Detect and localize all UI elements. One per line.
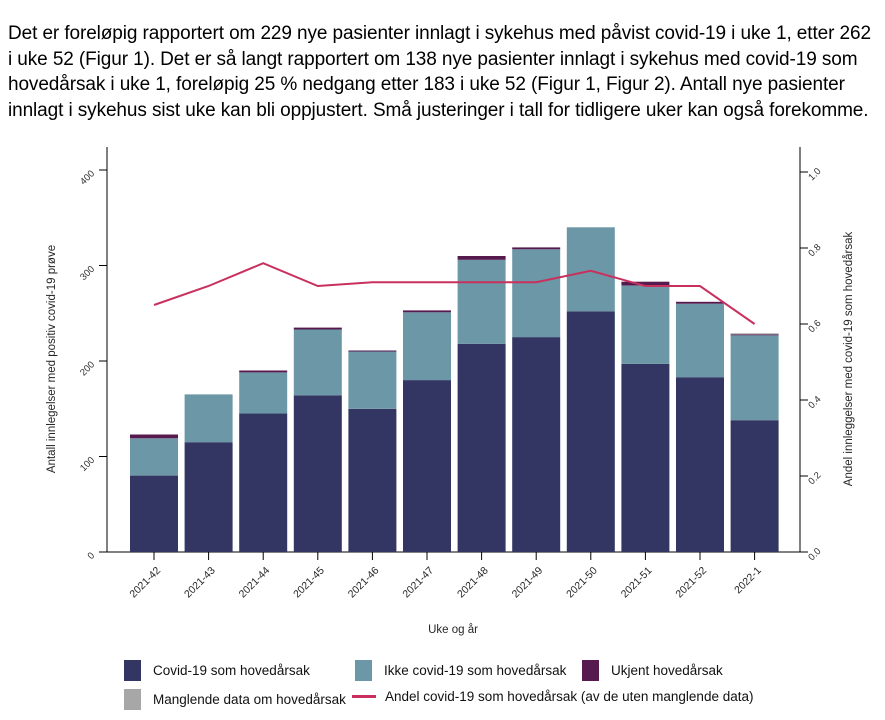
y-right-tick-label: 0.4	[806, 394, 823, 411]
bar-2021-47-ikke-covid-hovedarsak	[403, 312, 451, 381]
bar-2021-46-covid-hovedarsak	[348, 408, 397, 553]
bar-2021-43-covid-hovedarsak	[184, 442, 233, 552]
legend-swatch-ikke-covid-hovedarsak	[355, 660, 372, 681]
bar-2021-42-ikke-covid-hovedarsak	[130, 438, 178, 476]
bar-2022-1-ikke-covid-hovedarsak	[730, 335, 779, 421]
y-right-axis-title: Andel innleggelser med covid-19 som hove…	[843, 232, 855, 487]
bar-2022-1-manglende-data	[730, 333, 779, 335]
legend-label-ukjent-hovedarsak: Ukjent hovedårsak	[611, 663, 723, 678]
bar-2021-48-covid-hovedarsak	[457, 343, 506, 552]
ratio-line	[153, 262, 756, 325]
bar-2021-44-ukjent-hovedarsak	[239, 370, 288, 373]
bar-2021-45-ukjent-hovedarsak	[293, 327, 342, 330]
bar-2022-1-covid-hovedarsak	[730, 420, 779, 552]
legend-item-manglende-data: Manglende data om hovedårsak	[124, 689, 346, 710]
legend-swatch-covid-hovedarsak	[124, 660, 141, 681]
bar-2021-42-covid-hovedarsak	[130, 475, 178, 552]
bar-2021-47-ukjent-hovedarsak	[403, 310, 451, 313]
y-right-tick-label: 1.0	[806, 166, 823, 183]
y-left-tick-label: 400	[78, 168, 97, 187]
bar-2021-43-ikke-covid-hovedarsak	[184, 394, 233, 443]
legend-label-ikke-covid-hovedarsak: Ikke covid-19 som hovedårsak	[384, 663, 567, 678]
legend-line-swatch-icon	[352, 695, 376, 698]
bar-2021-52-ukjent-hovedarsak	[676, 301, 724, 304]
bar-2021-46-ikke-covid-hovedarsak	[348, 351, 397, 409]
bar-2021-48-ikke-covid-hovedarsak	[457, 259, 506, 344]
legend-item-covid-hovedarsak: Covid-19 som hovedårsak	[124, 660, 310, 681]
legend-label-manglende-data: Manglende data om hovedårsak	[153, 692, 346, 707]
line-andel-covid-hovedarsak	[153, 262, 756, 325]
x-tick-label-2021-43: 2021-43	[182, 565, 218, 601]
bar-2021-47-covid-hovedarsak	[403, 380, 451, 552]
bar-2021-51-covid-hovedarsak	[621, 363, 670, 552]
bar-2021-45-covid-hovedarsak	[293, 395, 342, 552]
bar-2021-51-ukjent-hovedarsak	[621, 281, 670, 286]
x-tick-label-2021-42: 2021-42	[127, 565, 163, 601]
bar-2021-50-covid-hovedarsak	[566, 311, 615, 552]
bar-2021-44-ikke-covid-hovedarsak	[239, 372, 288, 414]
legend-item-ukjent-hovedarsak: Ukjent hovedårsak	[582, 660, 723, 681]
x-tick-label-2021-48: 2021-48	[455, 565, 491, 601]
x-tick-label-2022-1: 2022-1	[732, 565, 764, 597]
bar-2021-51-ikke-covid-hovedarsak	[621, 285, 670, 364]
y-right-tick-label: 0.8	[806, 242, 823, 259]
bar-2021-46-ukjent-hovedarsak	[348, 350, 397, 352]
legend-item-ikke-covid-hovedarsak: Ikke covid-19 som hovedårsak	[355, 660, 566, 681]
y-left-tick-label: 100	[78, 455, 97, 474]
y-left-tick-label: 200	[78, 359, 97, 378]
y-right-tick-label: 0.0	[806, 546, 823, 563]
x-tick-label-2021-50: 2021-50	[564, 565, 600, 601]
bar-2021-42-ukjent-hovedarsak	[130, 434, 178, 439]
chart-svg: 0 100 200 300 400 0.0 0.2 0.4 0.6 0.8 1.0 2021-42 20…	[46, 147, 855, 636]
bar-2021-45-ikke-covid-hovedarsak	[293, 329, 342, 396]
legend-swatch-manglende-data	[124, 689, 141, 710]
legend-item-andel-line: Andel covid-19 som hovedårsak (av de ute…	[352, 689, 753, 704]
y-left-axis-title: Antall innlegelser med positiv covid-19 …	[46, 245, 58, 473]
bar-2021-44-covid-hovedarsak	[239, 413, 288, 552]
x-axis-title: Uke og år	[428, 624, 478, 636]
y-right-tick-label: 0.6	[806, 318, 823, 335]
bar-2021-48-ukjent-hovedarsak	[457, 256, 506, 260]
legend-swatch-ukjent-hovedarsak	[582, 660, 599, 681]
x-tick-label-2021-47: 2021-47	[400, 565, 436, 601]
y-left-tick-label: 300	[78, 264, 97, 283]
bar-2021-49-covid-hovedarsak	[512, 337, 561, 552]
x-tick-label-2021-44: 2021-44	[237, 565, 273, 601]
x-tick-label-2021-46: 2021-46	[346, 565, 382, 601]
bar-2021-49-ikke-covid-hovedarsak	[512, 249, 561, 338]
y-right-tick-label: 0.2	[806, 470, 823, 487]
report-paragraph: Det er foreløpig rapportert om 229 nye p…	[8, 23, 871, 121]
x-tick-label-2021-52: 2021-52	[673, 565, 709, 601]
bar-2021-52-ikke-covid-hovedarsak	[676, 303, 724, 378]
bars	[130, 227, 779, 553]
x-tick-label-2021-49: 2021-49	[510, 565, 546, 601]
x-tick-label-2021-51: 2021-51	[619, 565, 655, 601]
bar-2021-52-covid-hovedarsak	[676, 377, 724, 552]
legend-label-covid-hovedarsak: Covid-19 som hovedårsak	[153, 663, 310, 678]
bar-2021-50-ikke-covid-hovedarsak	[566, 227, 615, 312]
bar-2022-1-ukjent-hovedarsak	[730, 334, 779, 336]
y-left-tick-label: 0	[86, 550, 98, 562]
bar-2021-49-ukjent-hovedarsak	[512, 247, 561, 250]
legend-label-andel-line: Andel covid-19 som hovedårsak (av de ute…	[385, 689, 754, 704]
x-tick-label-2021-45: 2021-45	[291, 565, 327, 601]
